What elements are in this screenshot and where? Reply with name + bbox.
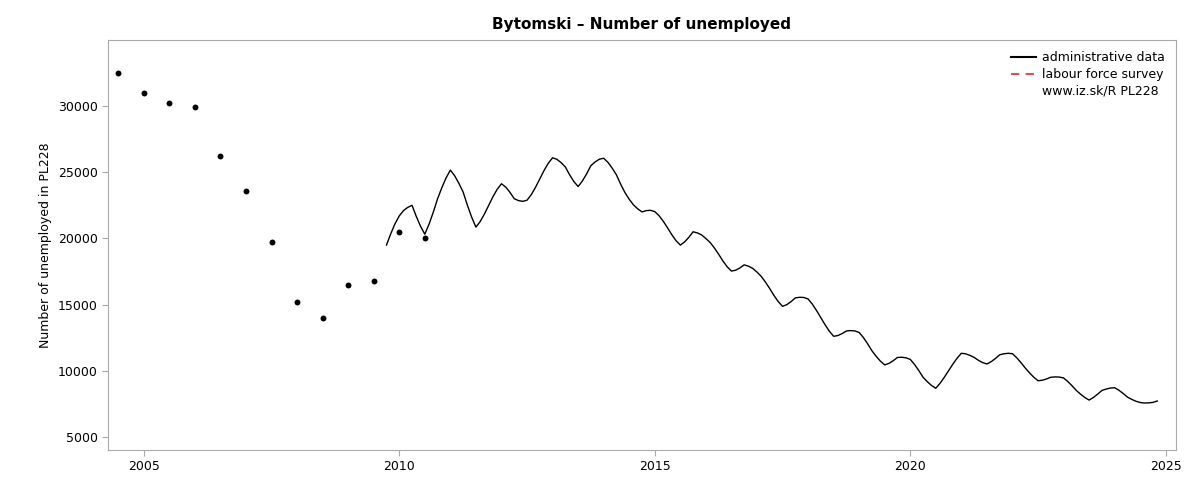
Point: [415, 234, 434, 242]
Title: Bytomski – Number of unemployed: Bytomski – Number of unemployed: [492, 17, 792, 32]
Y-axis label: Number of unemployed in PL228: Number of unemployed in PL228: [40, 142, 52, 348]
Point: [313, 314, 332, 322]
Point: [338, 280, 358, 288]
Legend: administrative data, labour force survey, www.iz.sk/R PL228: administrative data, labour force survey…: [1006, 46, 1170, 103]
Point: [160, 100, 179, 108]
Point: [211, 152, 230, 160]
Point: [364, 276, 383, 284]
Point: [236, 187, 256, 195]
Point: [390, 228, 409, 236]
Point: [109, 69, 128, 77]
Point: [288, 298, 307, 306]
Point: [134, 89, 154, 97]
Point: [262, 238, 281, 246]
Point: [185, 104, 204, 112]
